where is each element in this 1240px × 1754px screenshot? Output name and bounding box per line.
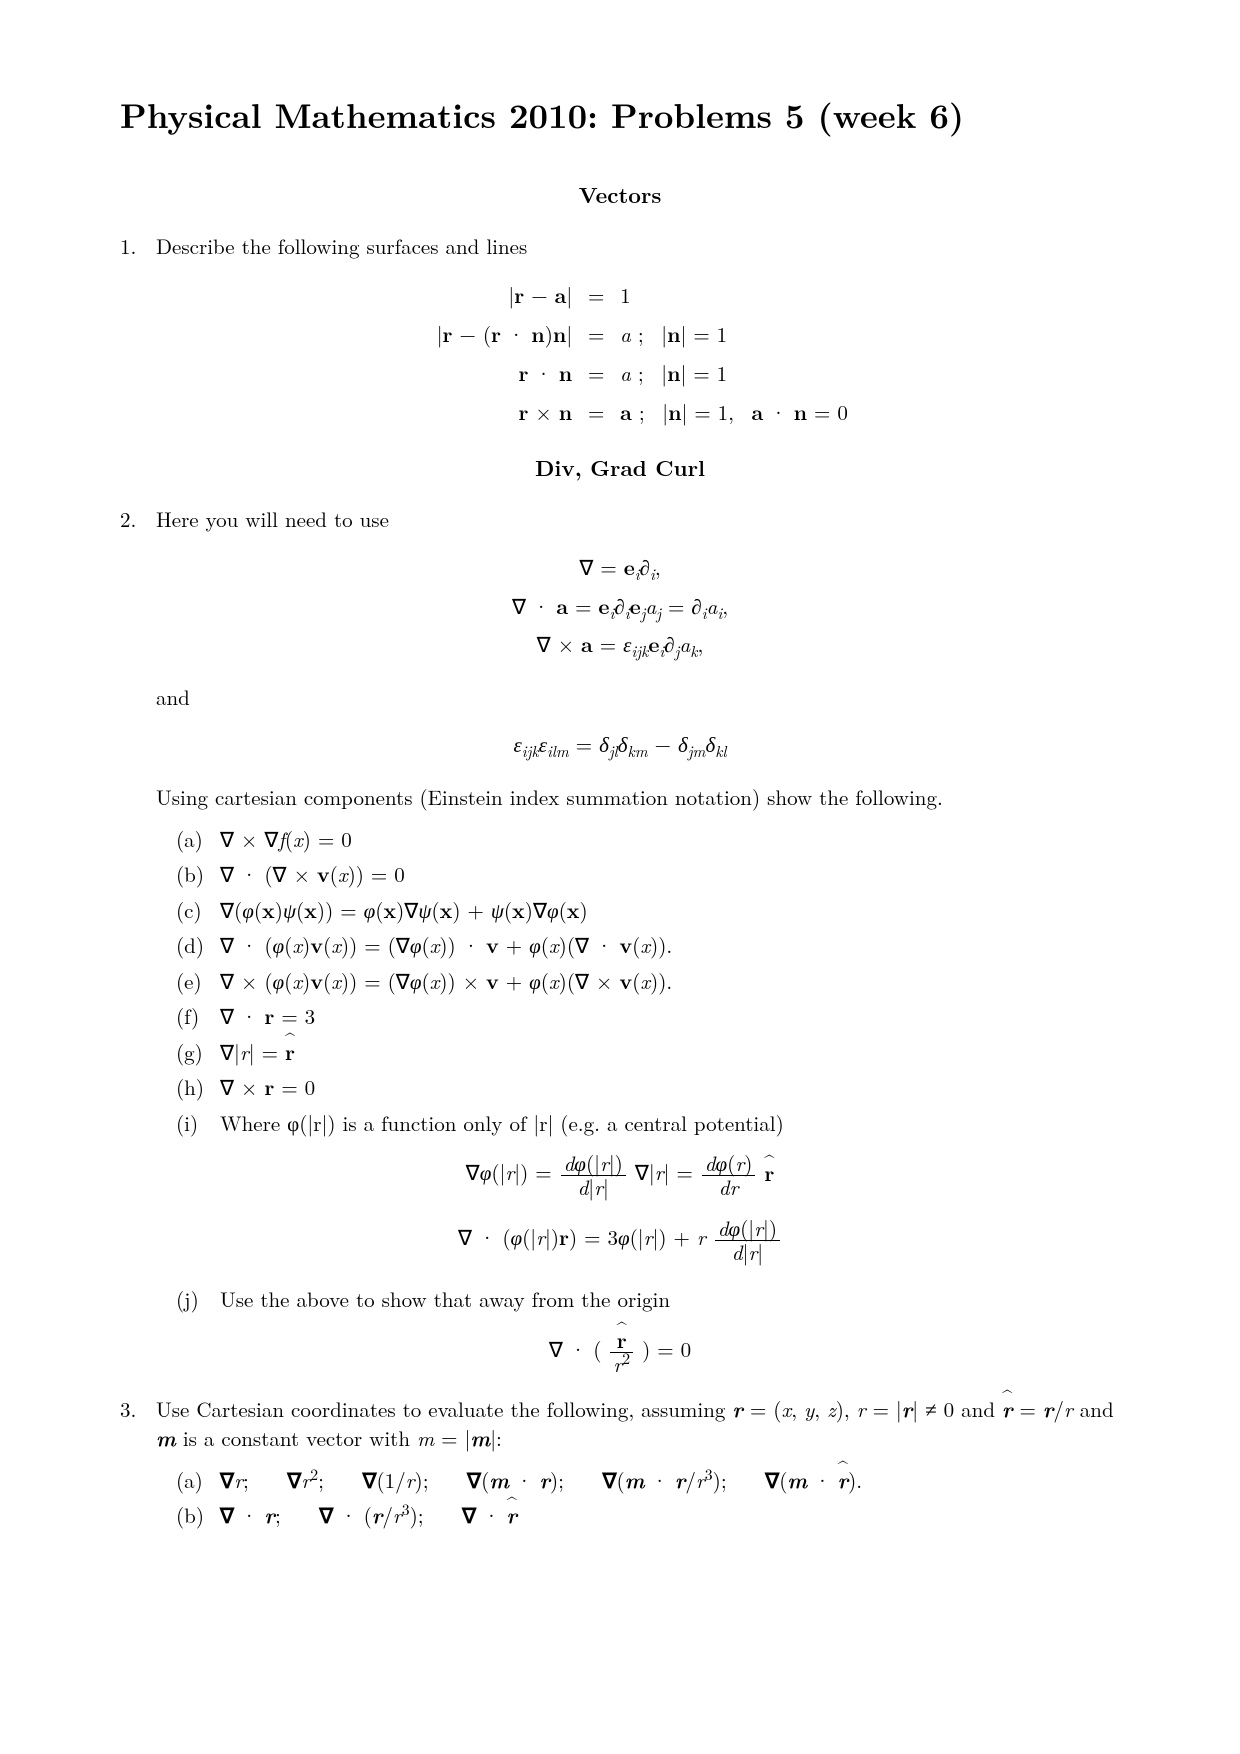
question-number: 2.	[120, 505, 156, 534]
q2c: (c)∇(φ(x)ψ(x)) = φ(x)∇ψ(x) + ψ(x)∇φ(x)	[176, 894, 1120, 927]
q2b: (b)∇ · (∇ × v(x)) = 0	[176, 858, 1120, 891]
q2e: (e)∇ × (φ(x)v(x)) = (∇φ(x)) × v + φ(x)(∇…	[176, 965, 1120, 998]
q2j: (j)Use the above to show that away from …	[176, 1283, 1120, 1316]
q2f: (f)∇ · r = 3	[176, 1000, 1120, 1033]
question-body: Use Cartesian coordinates to evaluate th…	[156, 1395, 1120, 1454]
q3-subitems: (a) ∇r; ∇r2; ∇(1/r); ∇(m · r); ∇(m · r/r…	[176, 1464, 1120, 1532]
q2h: (h)∇ × r = 0	[176, 1071, 1120, 1104]
page-title: Physical Mathematics 2010: Problems 5 (w…	[120, 90, 1120, 139]
question-body: Describe the following surfaces and line…	[156, 232, 1120, 261]
section-divgradcurl: Div, Grad Curl	[120, 452, 1120, 483]
q2j-eq: ∇ · ( rr2 ) = 0	[120, 1330, 1120, 1375]
section-vectors: Vectors	[120, 179, 1120, 210]
q2d: (d)∇ · (φ(x)v(x)) = (∇φ(x)) · v + φ(x)(∇…	[176, 929, 1120, 962]
q2-nabla-defs: ∇ = ei∂i, ∇ · a = ei∂iejaj = ∂iai, ∇ × a…	[120, 549, 1120, 663]
question-body: Here you will need to use	[156, 505, 1120, 534]
q2-and: and	[156, 683, 1120, 712]
question-3: 3. Use Cartesian coordinates to evaluate…	[120, 1395, 1120, 1454]
q3a: (a) ∇r; ∇r2; ∇(1/r); ∇(m · r); ∇(m · r/r…	[176, 1464, 1120, 1497]
q2-subitems: (a)∇ × ∇f(x) = 0 (b)∇ · (∇ × v(x)) = 0 (…	[176, 823, 1120, 1140]
q2a: (a)∇ × ∇f(x) = 0	[176, 823, 1120, 856]
question-1: 1. Describe the following surfaces and l…	[120, 232, 1120, 261]
q2-instruction: Using cartesian components (Einstein ind…	[156, 783, 1120, 812]
question-number: 3.	[120, 1395, 156, 1454]
q2g: (g)∇|r| = r	[176, 1036, 1120, 1069]
q2j-wrap: (j)Use the above to show that away from …	[176, 1283, 1120, 1316]
question-2: 2. Here you will need to use	[120, 505, 1120, 534]
page: Physical Mathematics 2010: Problems 5 (w…	[0, 0, 1240, 1595]
q3b: (b) ∇ · r; ∇ · (r/r3); ∇ · r	[176, 1499, 1120, 1532]
q1-equations: |r − a|= 1 |r − (r · n)n|= a ; |n| = 1 r…	[120, 275, 1120, 432]
question-number: 1.	[120, 232, 156, 261]
q2i-eq2: ∇ · (φ(|r|)r) = 3φ(|r|) + r dφ(|r|)d|r|	[120, 1218, 1120, 1263]
q2-eps-identity: εijkεilm = δjlδkm − δjmδkl	[120, 726, 1120, 763]
q2i: (i)Where φ(|r|) is a function only of |r…	[176, 1107, 1120, 1140]
q2i-eq1: ∇φ(|r|) = dφ(|r|)d|r| ∇|r| = dφ(r)dr r	[120, 1153, 1120, 1198]
